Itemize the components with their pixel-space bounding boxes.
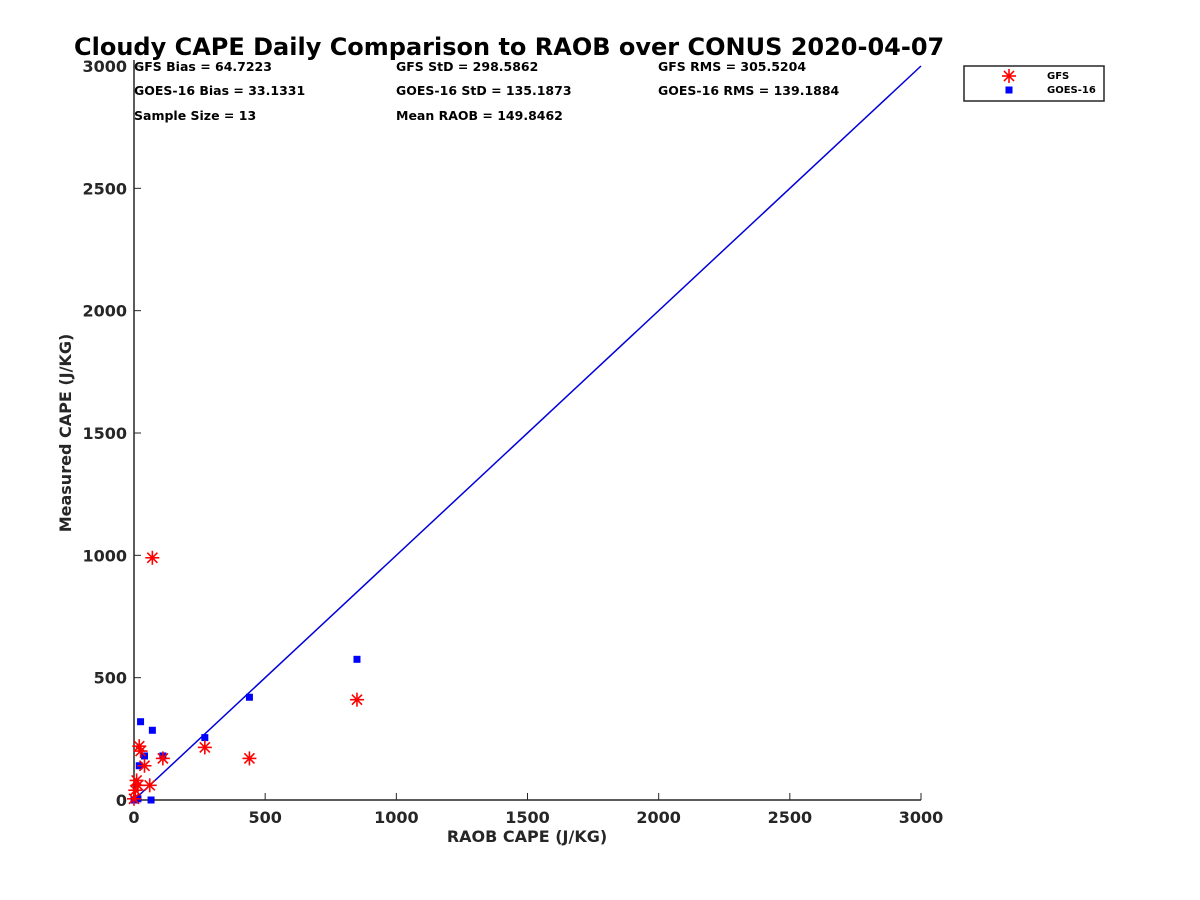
gfs-point [242, 751, 257, 766]
one-to-one-line [133, 65, 922, 801]
x-tick-label: 2500 [768, 808, 813, 827]
stat-goes-std: GOES-16 StD = 135.1873 [396, 83, 572, 98]
stats-block: GFS Bias = 64.7223 GFS StD = 298.5862 GF… [134, 59, 840, 123]
x-tick-label: 2000 [636, 808, 681, 827]
gfs-point [155, 751, 170, 766]
legend-gfs-marker-shape [1002, 69, 1016, 83]
goes-16-point [148, 726, 156, 734]
gfs-point [133, 744, 148, 759]
x-tick-label: 0 [128, 808, 139, 827]
x-tick-label: 1500 [505, 808, 550, 827]
y-tick-label: 0 [116, 791, 127, 810]
x-tick-label: 1000 [374, 808, 419, 827]
y-axis-label: Measured CAPE (J/KG) [56, 334, 75, 533]
stat-gfs-rms: GFS RMS = 305.5204 [658, 59, 806, 74]
legend-box [963, 65, 1105, 102]
reference-line [133, 65, 922, 801]
stat-sample-size: Sample Size = 13 [134, 108, 256, 123]
legend-marker-goes-16 [1005, 86, 1013, 94]
gfs-point [137, 758, 152, 773]
y-tick-label: 500 [94, 669, 127, 688]
stat-gfs-std: GFS StD = 298.5862 [396, 59, 538, 74]
gfs-point [349, 692, 364, 707]
data-points [127, 550, 364, 806]
stat-mean-raob: Mean RAOB = 149.8462 [396, 108, 563, 123]
stat-gfs-bias: GFS Bias = 64.7223 [134, 59, 272, 74]
legend: GFS GOES-16 [963, 65, 1105, 102]
gfs-point [197, 740, 212, 755]
goes-16-point [353, 655, 361, 663]
y-tick-label: 3000 [82, 57, 127, 76]
y-tick-label: 1000 [82, 546, 127, 565]
goes-16-point [201, 734, 209, 742]
tick-labels: 0 500 1000 1500 2000 2500 3000 0 500 1000 1500 2000… [82, 57, 943, 827]
goes-16-point [137, 718, 145, 726]
gfs-point [142, 778, 157, 793]
x-tick-label: 3000 [899, 808, 944, 827]
x-tick-label: 500 [248, 808, 281, 827]
gfs-point [130, 778, 145, 793]
y-tick-label: 2500 [82, 179, 127, 198]
legend-goes-16-marker-shape [1005, 86, 1013, 94]
chart-title: Cloudy CAPE Daily Comparison to RAOB ove… [74, 33, 944, 61]
axes [133, 60, 922, 801]
y-tick-label: 1500 [82, 424, 127, 443]
legend-label-goes-16: GOES-16 [1047, 85, 1096, 96]
x-axis-label: RAOB CAPE (J/KG) [447, 827, 607, 846]
gfs-point [145, 550, 160, 565]
legend-label-gfs: GFS [1047, 71, 1069, 82]
stat-goes-rms: GOES-16 RMS = 139.1884 [658, 83, 840, 98]
goes-16-point [147, 796, 155, 804]
legend-marker-gfs [1002, 69, 1016, 83]
goes-16-point [245, 693, 253, 701]
y-tick-label: 2000 [82, 302, 127, 321]
stat-goes-bias: GOES-16 Bias = 33.1331 [134, 83, 305, 98]
